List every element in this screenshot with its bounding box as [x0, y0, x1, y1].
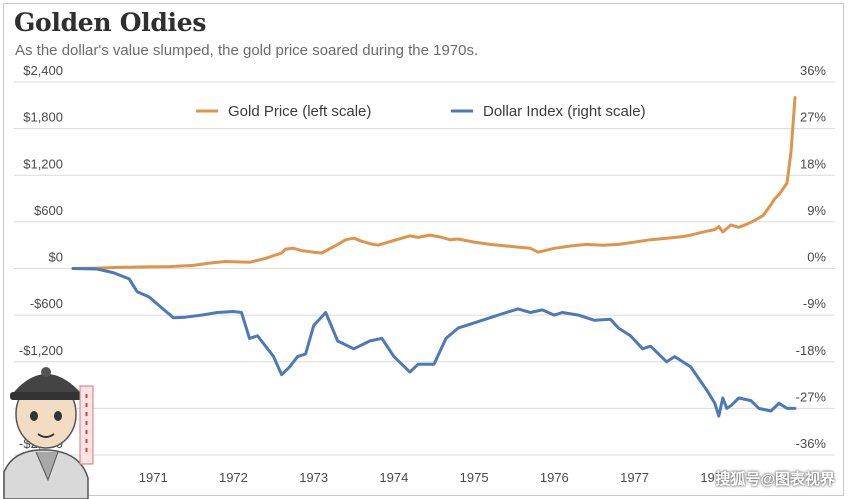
right-tick-label: 9% [807, 203, 826, 218]
chart-subtitle: As the dollar's value slumped, the gold … [15, 42, 479, 59]
series-layer [71, 96, 797, 418]
left-tick-label: $0 [49, 250, 63, 265]
left-tick-label: $600 [34, 203, 63, 218]
right-tick-label: -27% [796, 389, 827, 404]
x-tick-label: 1978 [700, 470, 729, 485]
left-tick-label: $1,200 [23, 156, 63, 171]
watermark-text: 搜狐号@图表视界 [715, 471, 835, 488]
legend-label: Gold Price (left scale) [228, 103, 371, 120]
x-tick-label: 1975 [460, 470, 489, 485]
gridlines [14, 81, 835, 456]
right-tick-label: 18% [800, 156, 826, 171]
series-line [71, 96, 797, 270]
x-axis-ticks: 197019711972197319741975197619771978 [59, 470, 730, 485]
x-tick-label: 1972 [219, 470, 248, 485]
chart-title: Golden Oldies [14, 8, 207, 37]
left-tick-label: -$1,200 [19, 343, 63, 358]
right-tick-label: -36% [796, 436, 827, 451]
right-tick-label: 27% [800, 110, 826, 125]
chart-frame [3, 3, 844, 496]
x-tick-label: 1973 [299, 470, 328, 485]
right-tick-label: 36% [800, 63, 826, 78]
x-tick-label: 1974 [379, 470, 408, 485]
left-tick-label: $1,800 [23, 110, 63, 125]
x-tick-label: 1976 [540, 470, 569, 485]
legend-label: Dollar Index (right scale) [483, 103, 646, 120]
x-tick-label: 1971 [139, 470, 168, 485]
mascot-illustration [3, 367, 94, 499]
right-tick-label: -9% [803, 296, 827, 311]
right-axis-ticks: 36% 27% 18% 9% 0% -9% -18% -27% -36% [796, 63, 827, 451]
left-tick-label: $2,400 [23, 63, 63, 78]
left-tick-label: -$600 [30, 296, 63, 311]
right-tick-label: 0% [807, 250, 826, 265]
series-line [71, 267, 797, 418]
right-tick-label: -18% [796, 343, 827, 358]
x-tick-label: 1977 [620, 470, 649, 485]
legend: Gold Price (left scale) Dollar Index (rig… [196, 103, 646, 120]
